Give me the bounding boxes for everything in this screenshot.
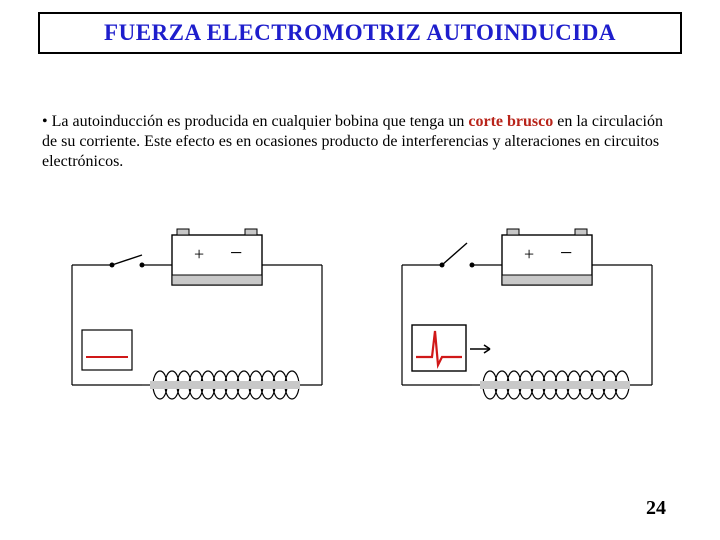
svg-text:+: + [524, 244, 534, 264]
circuit-diagrams: + − [42, 200, 682, 430]
page-number: 24 [646, 497, 666, 520]
page-title: FUERZA ELECTROMOTRIZ AUTOINDUCIDA [104, 20, 616, 46]
paragraph-highlight: corte brusco [468, 113, 553, 130]
circuit-left: + − [42, 205, 352, 425]
svg-text:−: − [230, 240, 242, 265]
title-box: FUERZA ELECTROMOTRIZ AUTOINDUCIDA [38, 12, 682, 54]
bullet: • [42, 113, 52, 130]
body-paragraph: • La autoinducción es producida en cualq… [42, 112, 682, 172]
svg-text:−: − [560, 240, 572, 265]
paragraph-part1: La autoinducción es producida en cualqui… [52, 113, 469, 130]
circuit-right: + − [372, 205, 682, 425]
svg-text:+: + [194, 244, 204, 264]
